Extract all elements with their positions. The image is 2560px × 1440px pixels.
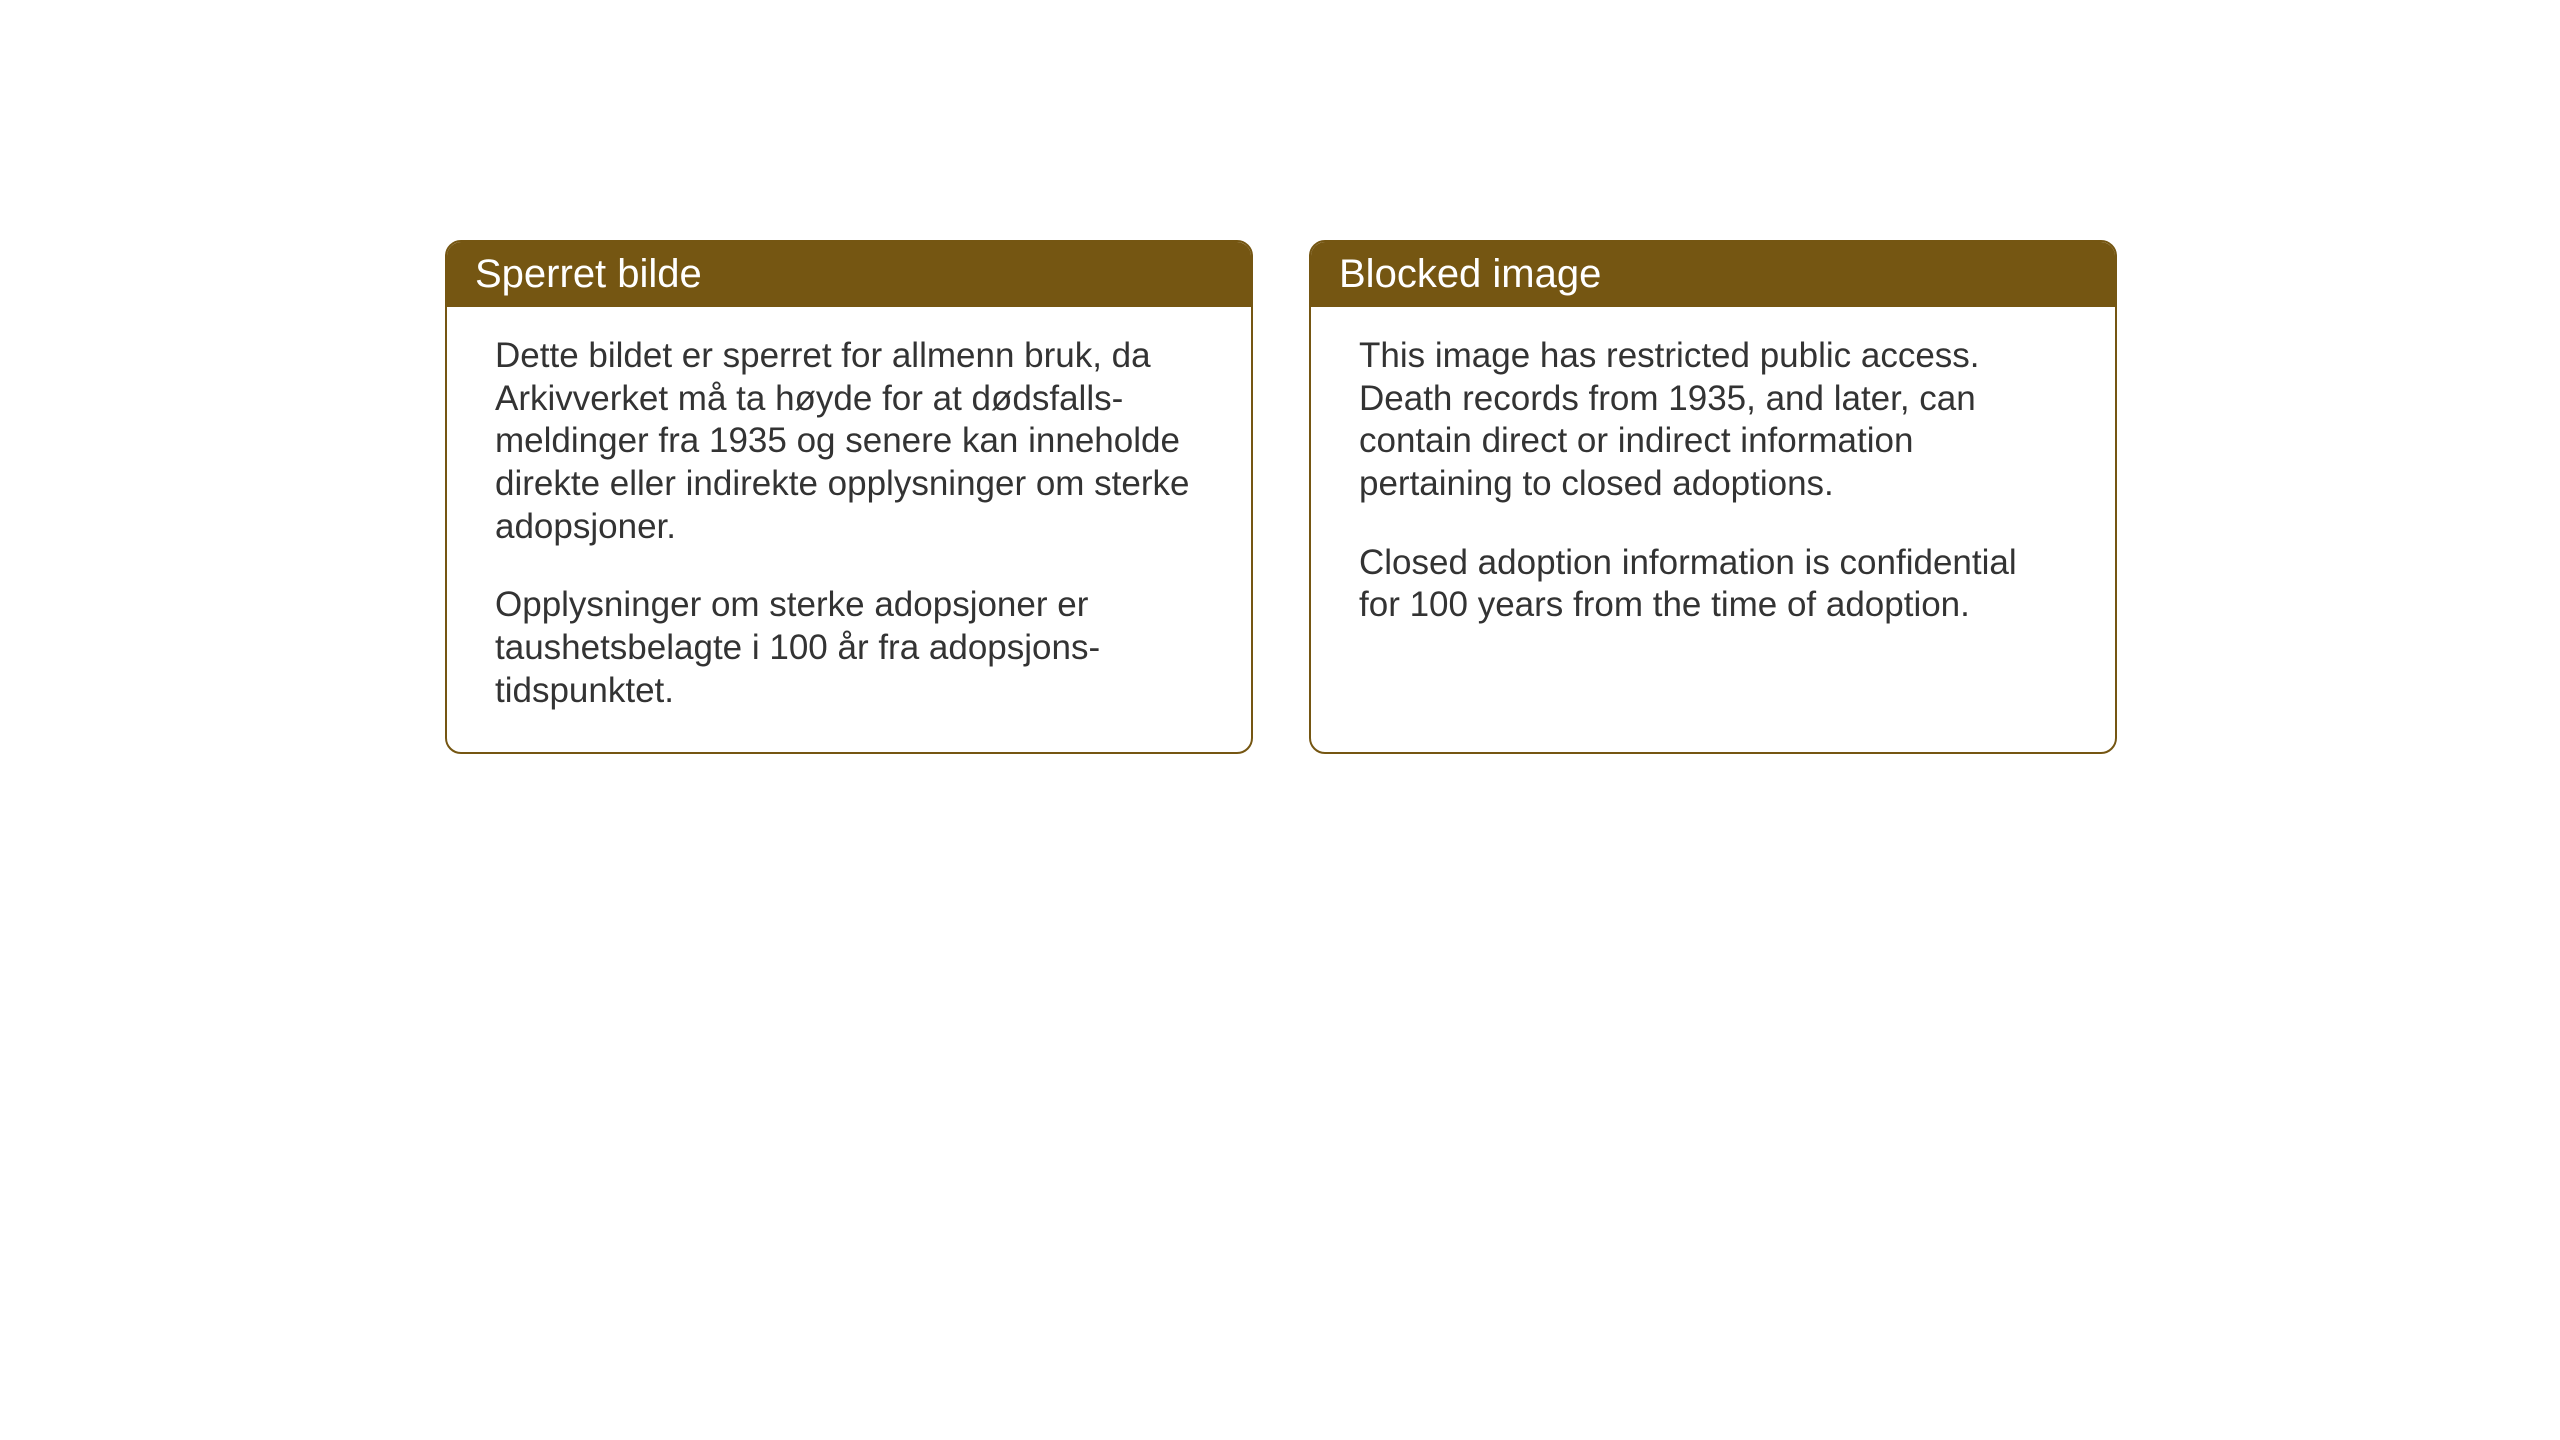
card-norwegian-header: Sperret bilde bbox=[447, 242, 1251, 307]
card-english-paragraph-2: Closed adoption information is confident… bbox=[1359, 542, 2067, 627]
card-norwegian-paragraph-1: Dette bildet er sperret for allmenn bruk… bbox=[495, 335, 1203, 548]
card-english-header: Blocked image bbox=[1311, 242, 2115, 307]
card-english-paragraph-1: This image has restricted public access.… bbox=[1359, 335, 2067, 506]
cards-container: Sperret bilde Dette bildet er sperret fo… bbox=[445, 240, 2117, 754]
card-norwegian: Sperret bilde Dette bildet er sperret fo… bbox=[445, 240, 1253, 754]
card-english-title: Blocked image bbox=[1339, 252, 1601, 296]
card-english-body: This image has restricted public access.… bbox=[1311, 307, 2115, 663]
card-norwegian-title: Sperret bilde bbox=[475, 252, 702, 296]
card-norwegian-paragraph-2: Opplysninger om sterke adopsjoner er tau… bbox=[495, 584, 1203, 712]
card-norwegian-body: Dette bildet er sperret for allmenn bruk… bbox=[447, 307, 1251, 749]
card-english: Blocked image This image has restricted … bbox=[1309, 240, 2117, 754]
